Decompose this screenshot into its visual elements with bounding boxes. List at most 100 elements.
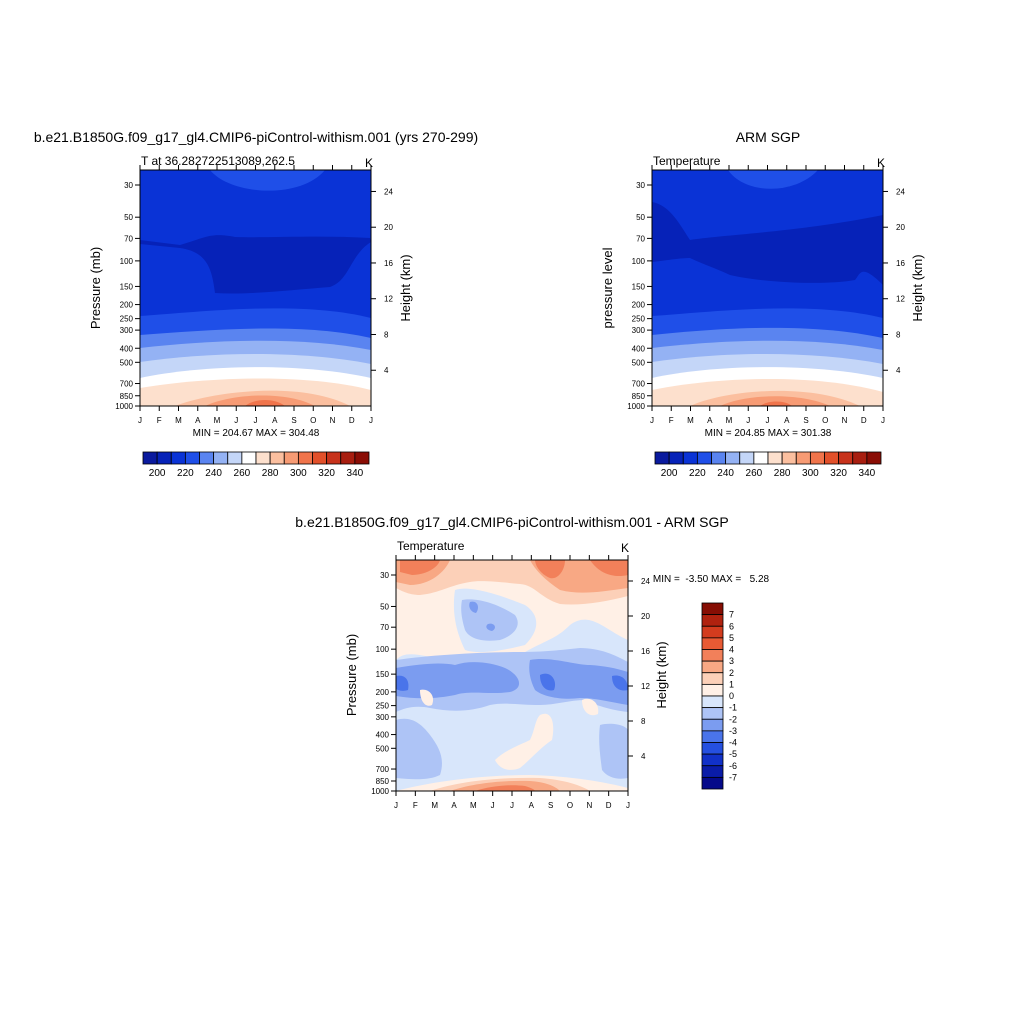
x-tick-label: M	[726, 416, 733, 425]
diff-low-warm-2	[582, 698, 599, 716]
x-tick-label: N	[586, 801, 592, 810]
x-tick-label: D	[349, 416, 355, 425]
y-right-tick-label: 4	[896, 366, 901, 375]
colorbar-swatch	[701, 683, 724, 697]
x-tick-label: J	[369, 416, 373, 425]
panel-model-ylabel: Pressure (mb)	[88, 247, 103, 329]
colorbar-swatch	[701, 625, 724, 639]
colorbar-label: 300	[802, 468, 819, 479]
y-right-tick-label: 12	[384, 295, 393, 304]
diff-low-cool-b	[599, 723, 628, 779]
colorbar-swatch	[668, 451, 684, 465]
y-right-tick-label: 8	[641, 717, 646, 726]
panel-obs-ylabel: pressure level	[600, 247, 615, 328]
colorbar-label: 6	[729, 621, 734, 631]
x-tick-label: F	[413, 801, 418, 810]
x-tick-label: O	[567, 801, 573, 810]
colorbar-swatch	[326, 451, 342, 465]
panel-diff: b.e21.B1850G.f09_g17_gl4.CMIP6-piControl…	[295, 514, 769, 810]
x-tick-label: D	[606, 801, 612, 810]
colorbar-label: 4	[729, 645, 734, 655]
y-right-tick-label: 8	[896, 330, 901, 339]
colorbar-swatch	[711, 451, 727, 465]
x-tick-label: M	[431, 801, 438, 810]
colorbar-swatch	[701, 718, 724, 732]
y-tick-label: 300	[120, 326, 134, 335]
colorbar-swatch	[795, 451, 811, 465]
x-tick-label: F	[157, 416, 162, 425]
y-tick-label: 250	[632, 315, 646, 324]
diff-cold-band-3c	[612, 675, 628, 691]
y-right-tick-label: 24	[641, 577, 650, 586]
colorbar-swatch	[767, 451, 783, 465]
y-right-tick-label: 16	[384, 259, 393, 268]
y-right-tick-label: 12	[896, 295, 905, 304]
x-tick-label: M	[687, 416, 694, 425]
colorbar-swatch	[753, 451, 769, 465]
obs-band-298	[720, 396, 830, 406]
y-tick-label: 200	[120, 301, 134, 310]
y-tick-label: 100	[632, 257, 646, 266]
y-tick-label: 100	[376, 645, 390, 654]
colorbar-label: 280	[262, 468, 279, 479]
diff-low-cool-a	[396, 718, 442, 780]
x-tick-label: J	[626, 801, 630, 810]
colorbar-label: -7	[729, 772, 737, 782]
colorbar-swatch	[824, 451, 840, 465]
model-band-top	[210, 170, 325, 191]
colorbar-swatch	[654, 451, 670, 465]
x-tick-label: J	[650, 416, 654, 425]
y-tick-label: 700	[120, 380, 134, 389]
x-tick-label: J	[491, 801, 495, 810]
x-tick-label: J	[510, 801, 514, 810]
y-tick-label: 250	[120, 315, 134, 324]
x-tick-label: A	[707, 416, 713, 425]
colorbar-swatch	[739, 451, 755, 465]
x-tick-label: A	[451, 801, 457, 810]
colorbar-swatch	[269, 451, 285, 465]
y-tick-label: 200	[376, 688, 390, 697]
x-tick-label: J	[234, 416, 238, 425]
colorbar-swatch	[241, 451, 257, 465]
y-tick-label: 100	[120, 257, 134, 266]
panel-obs-colorbar: 200 220 240 260 280 300 320 340	[654, 451, 882, 479]
colorbar-swatch	[809, 451, 825, 465]
y-right-tick-label: 16	[641, 647, 650, 656]
colorbar-swatch	[701, 695, 724, 709]
diff-top-warm-4c	[590, 560, 628, 577]
diff-cold-band-2	[396, 662, 520, 699]
y-tick-label: 150	[120, 282, 134, 291]
y-right-tick-label: 8	[384, 330, 389, 339]
colorbar-swatch	[354, 451, 370, 465]
y-right-tick-label: 20	[641, 612, 650, 621]
panel-diff-y-ticks-right: 24 20 16 12 8 4	[628, 577, 650, 761]
y-tick-label: 850	[632, 392, 646, 401]
y-tick-label: 500	[376, 744, 390, 753]
y-tick-label: 1000	[371, 787, 389, 796]
panel-diff-units: K	[621, 541, 629, 555]
panel-obs-ylabel-right: Height (km)	[910, 254, 925, 321]
y-tick-label: 500	[632, 358, 646, 367]
y-right-tick-label: 24	[896, 187, 905, 196]
x-tick-label: M	[470, 801, 477, 810]
y-right-tick-label: 20	[384, 223, 393, 232]
x-tick-label: J	[766, 416, 770, 425]
x-tick-label: N	[330, 416, 336, 425]
panel-model-ylabel-right: Height (km)	[398, 254, 413, 321]
colorbar-swatch	[701, 672, 724, 685]
y-tick-label: 1000	[115, 402, 133, 411]
diff-low-warm-1	[420, 689, 434, 706]
colorbar-label: 220	[689, 468, 706, 479]
colorbar-label: -6	[729, 761, 737, 771]
colorbar-label: 1	[729, 679, 734, 689]
y-tick-label: 70	[380, 623, 389, 632]
x-tick-label: J	[746, 416, 750, 425]
x-tick-label: J	[138, 416, 142, 425]
panel-obs-y-ticks-right: 24 20 16 12 8 4	[883, 187, 905, 375]
panel-diff-colorbar: 76 5 43 21 0 -1-2 -3 -4-5 -6-7	[701, 602, 737, 790]
colorbar-swatch	[340, 451, 356, 465]
y-right-tick-label: 16	[896, 259, 905, 268]
